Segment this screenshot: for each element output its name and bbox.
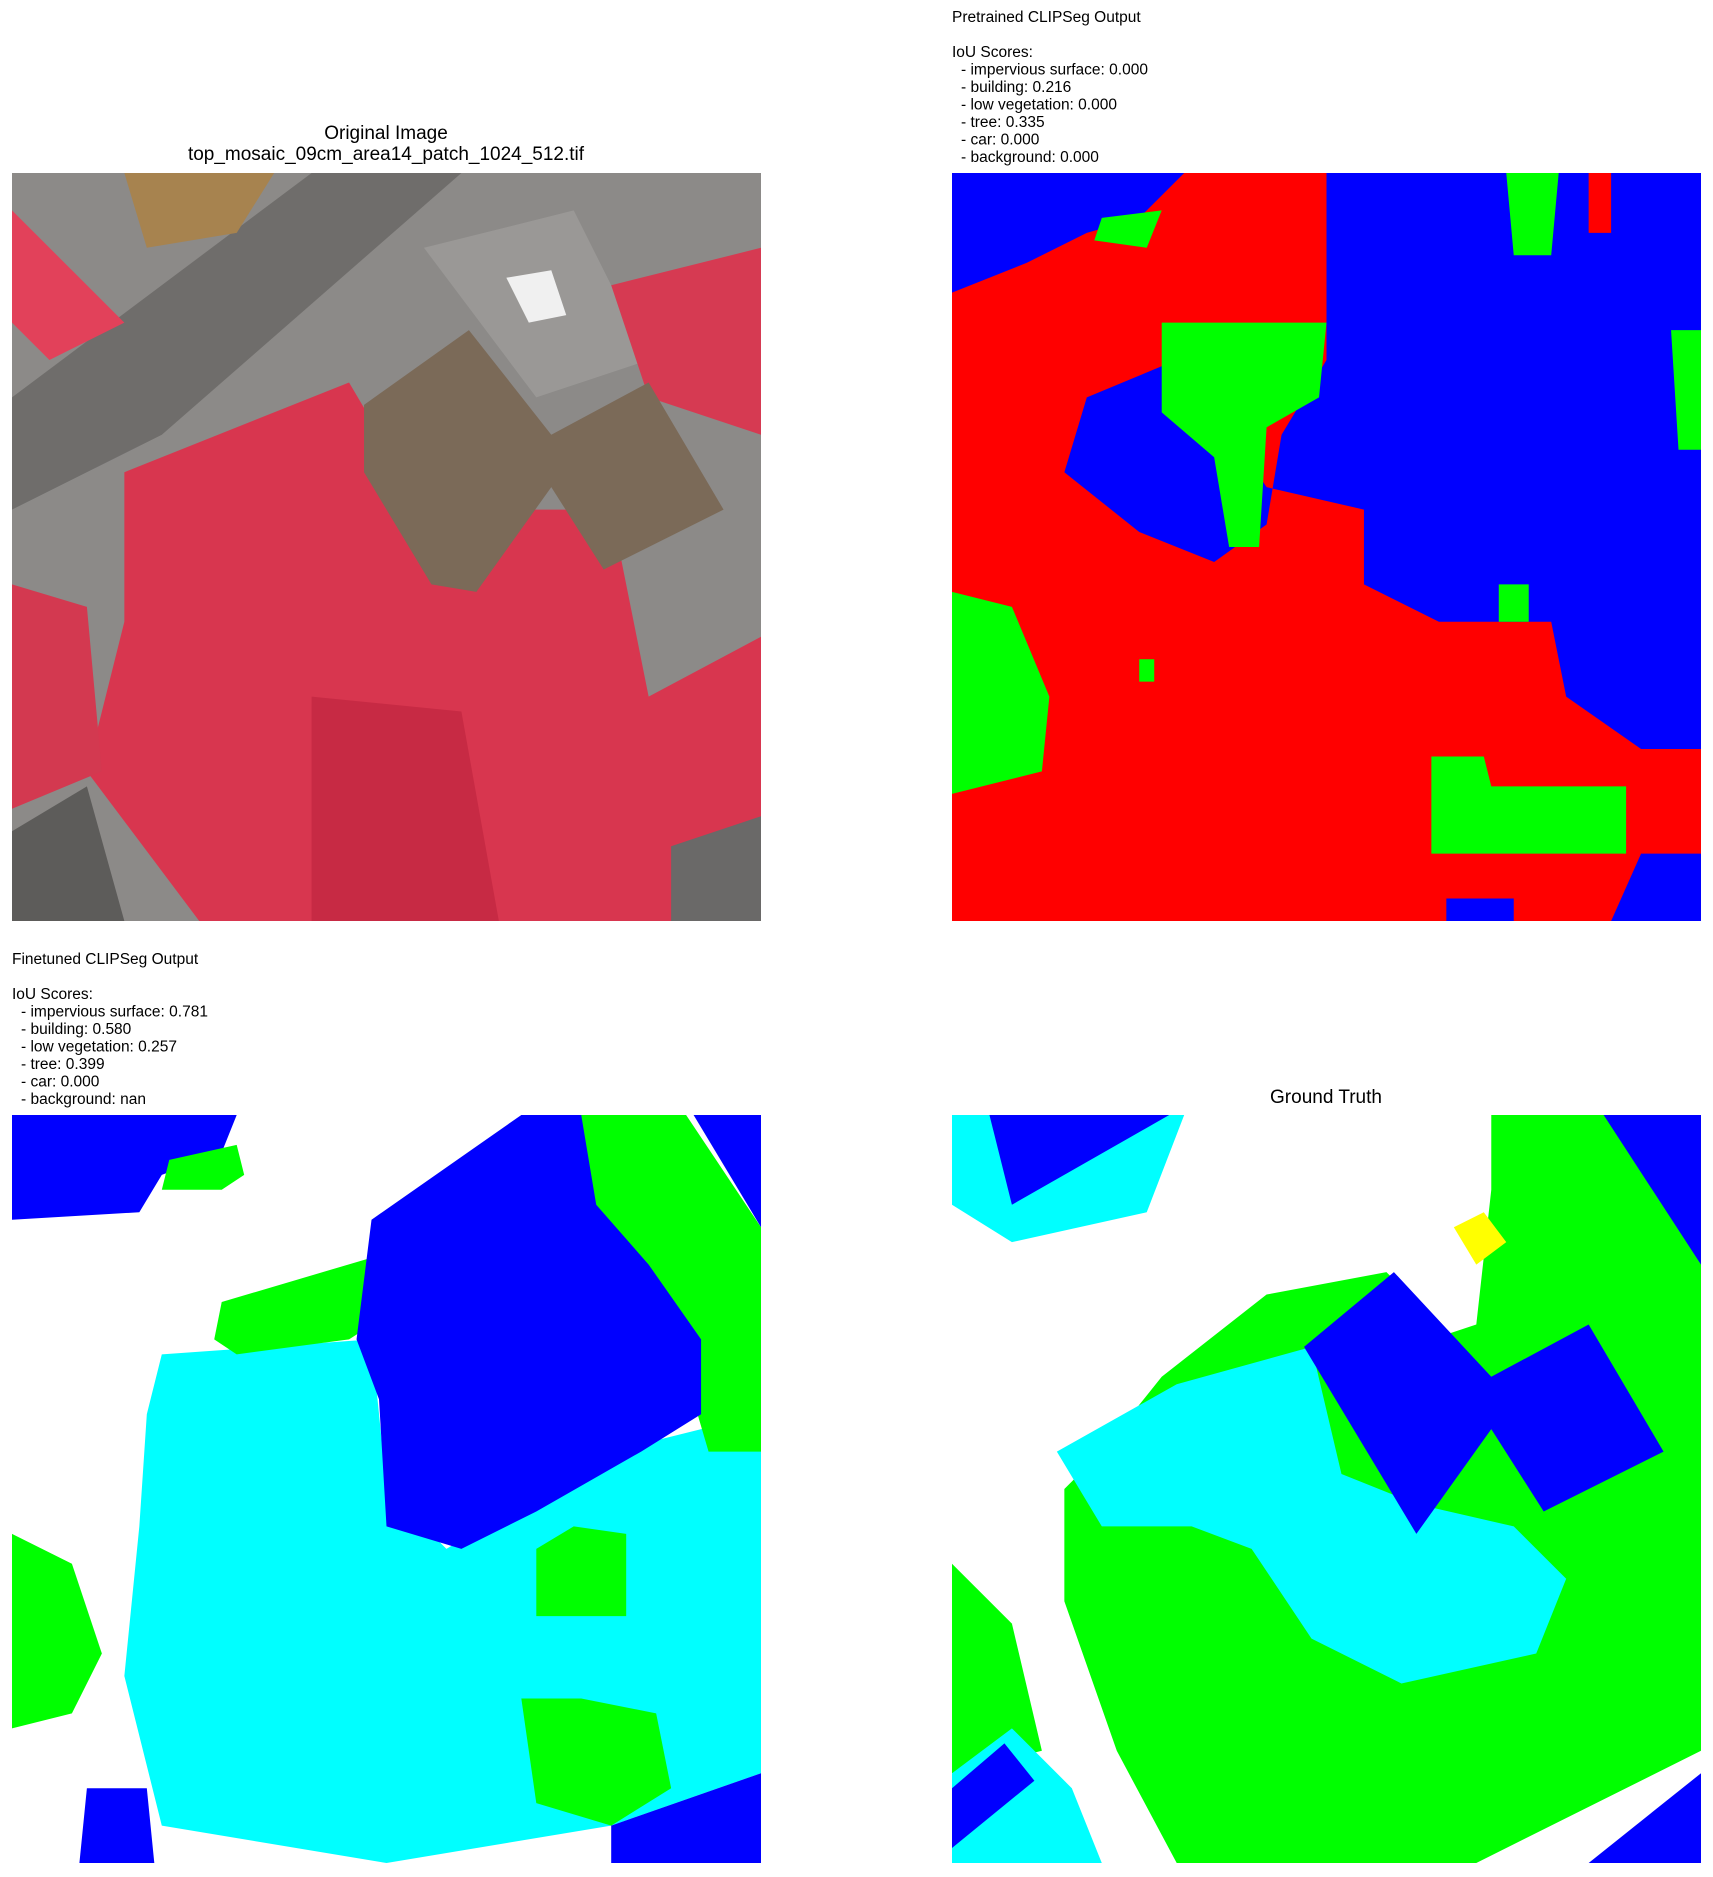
score-line: - background: nan bbox=[21, 1091, 146, 1108]
region bbox=[1453, 1212, 1507, 1265]
image-panel bbox=[952, 173, 1701, 921]
score-line: - impervious surface: 0.781 bbox=[21, 1004, 208, 1021]
region bbox=[1431, 756, 1627, 854]
region bbox=[12, 1533, 102, 1729]
region bbox=[161, 1144, 245, 1190]
region bbox=[1161, 322, 1327, 547]
region bbox=[1139, 659, 1155, 682]
image-panel bbox=[12, 1115, 761, 1863]
score-line: - car: 0.000 bbox=[961, 132, 1040, 149]
panel-title: Ground Truth bbox=[1270, 1087, 1382, 1108]
region bbox=[611, 1773, 761, 1863]
region bbox=[1056, 1346, 1567, 1684]
region bbox=[1064, 1115, 1701, 1863]
region bbox=[952, 173, 1185, 293]
image-panel bbox=[12, 173, 761, 921]
region bbox=[952, 1563, 1042, 1774]
region bbox=[79, 1788, 155, 1863]
region bbox=[1446, 898, 1514, 921]
region bbox=[124, 173, 275, 248]
region bbox=[1671, 330, 1701, 450]
region bbox=[1588, 173, 1612, 233]
region bbox=[1094, 210, 1162, 248]
region bbox=[12, 584, 102, 809]
score-line: - building: 0.216 bbox=[961, 79, 1071, 96]
region bbox=[1304, 1272, 1664, 1534]
panel-title: Pretrained CLIPSeg Output bbox=[952, 9, 1141, 26]
scores-heading: IoU Scores: bbox=[12, 986, 93, 1003]
score-line: - background: 0.000 bbox=[961, 149, 1099, 166]
score-line: - low vegetation: 0.000 bbox=[961, 97, 1117, 114]
score-line: - car: 0.000 bbox=[21, 1074, 100, 1091]
region bbox=[1506, 173, 1559, 256]
region bbox=[671, 816, 761, 921]
region bbox=[506, 270, 567, 323]
panel-title: Original Image bbox=[324, 123, 448, 144]
region bbox=[1064, 173, 1701, 749]
region bbox=[1498, 584, 1529, 622]
region bbox=[364, 330, 724, 592]
region bbox=[952, 1743, 1035, 1849]
score-line: - tree: 0.335 bbox=[961, 114, 1045, 131]
region bbox=[12, 173, 462, 510]
region bbox=[12, 786, 125, 921]
score-line: - impervious surface: 0.000 bbox=[961, 62, 1148, 79]
score-line: - building: 0.580 bbox=[21, 1021, 132, 1038]
region bbox=[952, 591, 1050, 794]
score-line: - low vegetation: 0.257 bbox=[21, 1039, 177, 1056]
image-panel bbox=[952, 1115, 1701, 1863]
panel-title: Finetuned CLIPSeg Output bbox=[12, 951, 199, 968]
region bbox=[356, 1115, 702, 1549]
region bbox=[12, 210, 125, 360]
region bbox=[989, 1115, 1170, 1205]
region bbox=[12, 1115, 237, 1220]
score-line: - tree: 0.399 bbox=[21, 1056, 105, 1073]
region bbox=[536, 1526, 627, 1617]
scores-heading: IoU Scores: bbox=[952, 44, 1033, 61]
panel-subtitle: top_mosaic_09cm_area14_patch_1024_512.ti… bbox=[188, 144, 585, 165]
region bbox=[521, 1698, 672, 1826]
region bbox=[311, 696, 499, 921]
